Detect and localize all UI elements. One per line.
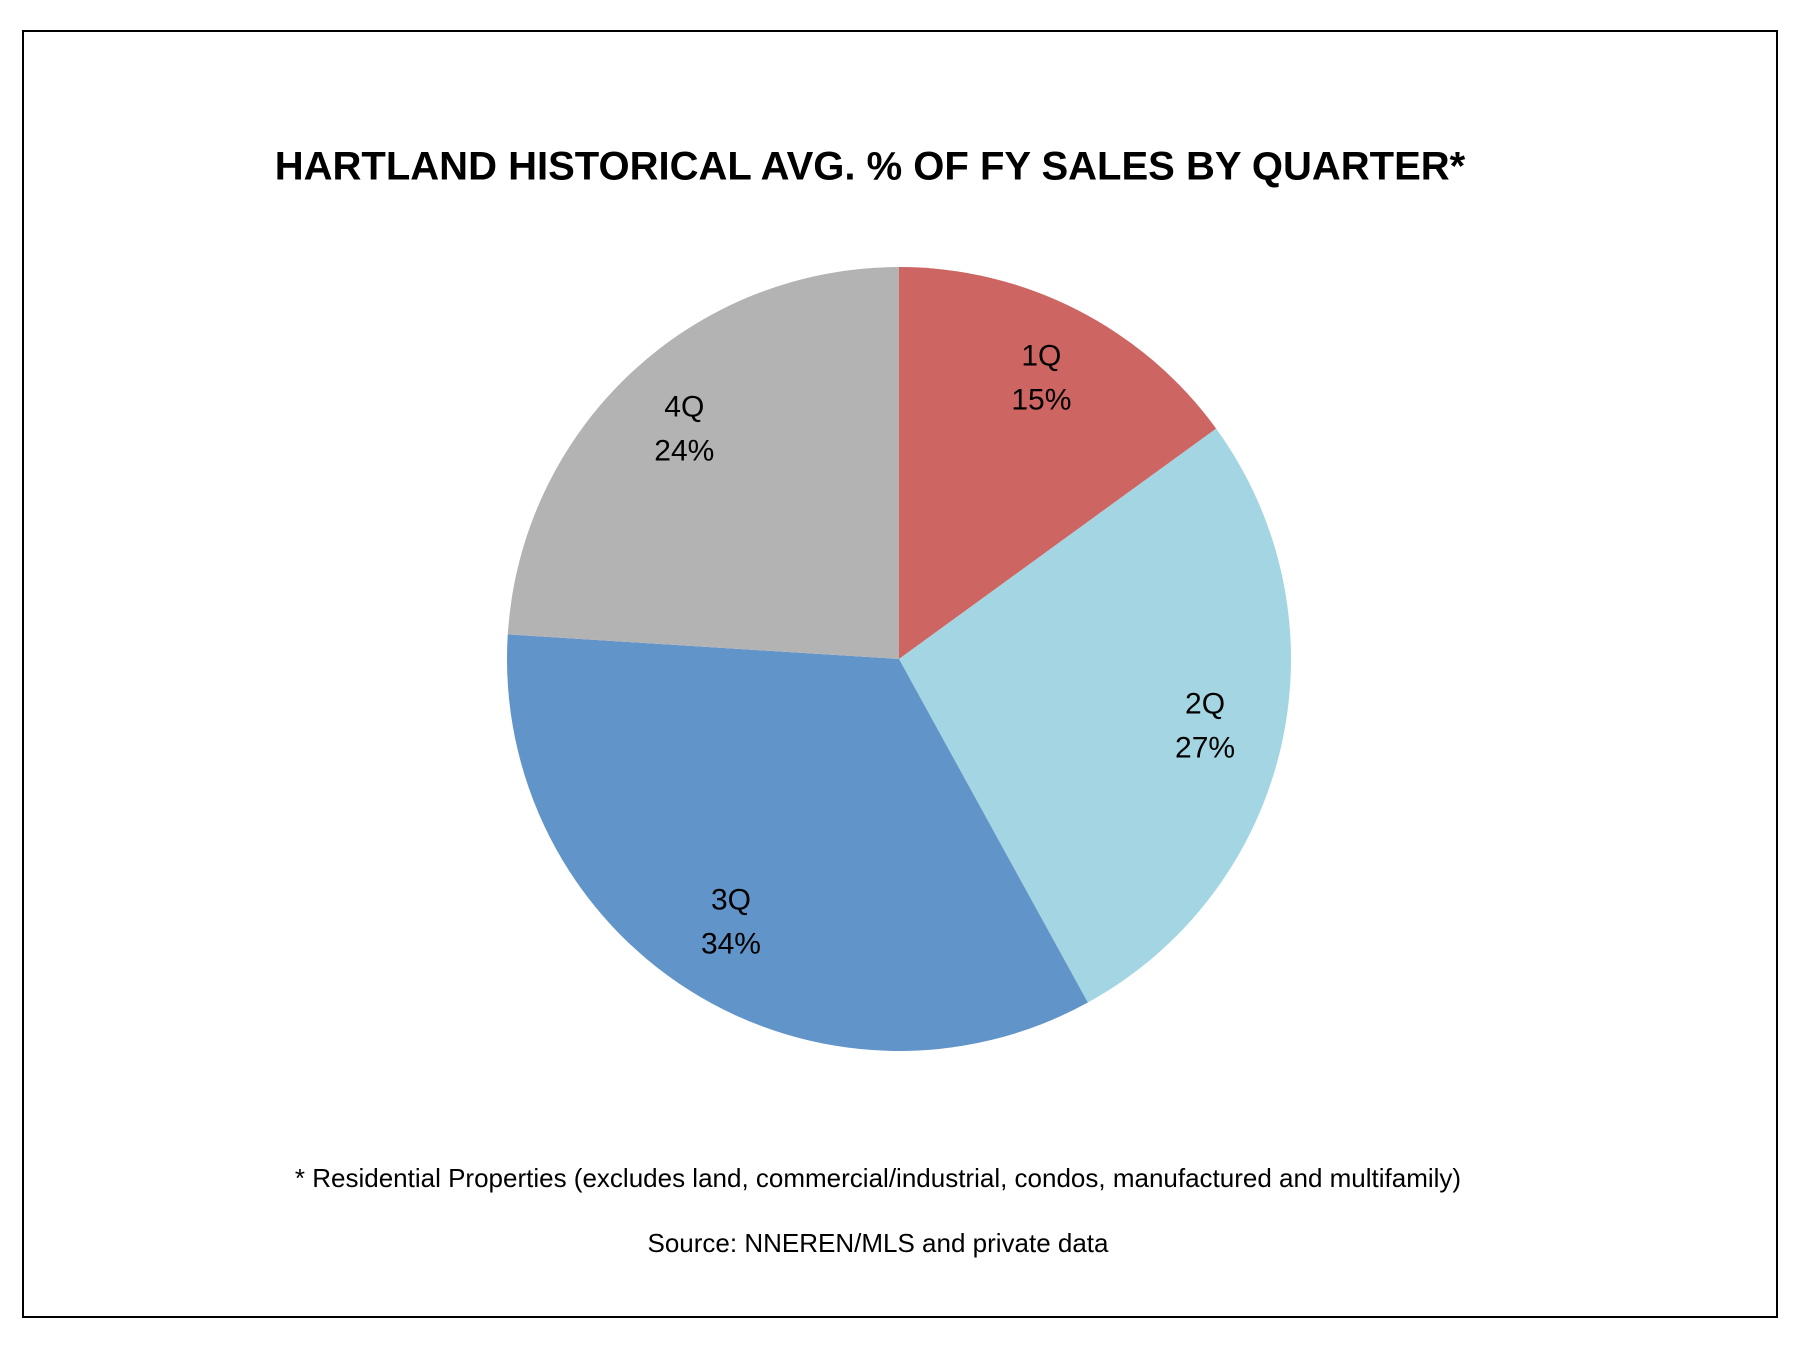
slice-category-label: 1Q [1021,340,1061,373]
pie-slice [899,267,1217,659]
slice-category-label: 3Q [711,884,751,917]
slice-category-label: 2Q [1185,687,1225,720]
pie-slice [899,428,1292,1003]
slice-value-label: 34% [701,928,761,961]
footnote: * Residential Properties (excludes land,… [295,1163,1461,1193]
chart-title: HARTLAND HISTORICAL AVG. % OF FY SALES B… [275,145,1466,189]
pie-slice [507,634,1088,1051]
source: Source: NNEREN/MLS and private data [648,1228,1110,1258]
slice-category-label: 4Q [664,390,704,423]
pie-slice [507,267,899,659]
slice-value-label: 27% [1175,731,1235,764]
slice-value-label: 15% [1011,384,1071,417]
slice-value-label: 24% [654,434,714,467]
